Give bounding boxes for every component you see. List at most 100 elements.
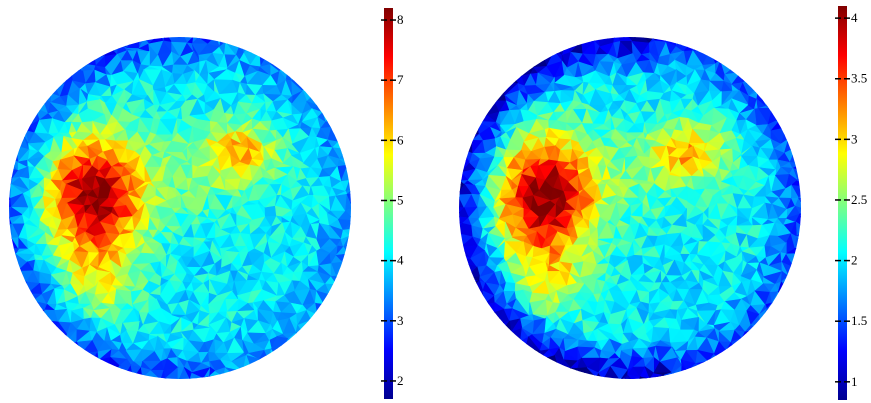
mesh-cell bbox=[787, 127, 795, 141]
mesh-cell bbox=[239, 37, 251, 43]
mesh-cell bbox=[777, 291, 793, 302]
mesh-cell bbox=[563, 368, 571, 379]
mesh-cell bbox=[25, 105, 36, 114]
mesh-right bbox=[449, 22, 819, 392]
mesh-cell bbox=[347, 242, 351, 255]
mesh-cell bbox=[323, 302, 334, 312]
mesh-cell bbox=[558, 367, 572, 379]
mesh-cell bbox=[345, 140, 351, 154]
mesh-cell bbox=[483, 311, 496, 326]
colorbar-ticks-left: 2 3 4 5 6 7 8 bbox=[381, 12, 404, 388]
mesh-cell bbox=[62, 61, 79, 71]
mesh-cell bbox=[27, 292, 34, 306]
mesh-cell bbox=[349, 171, 351, 181]
mesh-cell bbox=[625, 22, 636, 34]
mesh-cell bbox=[717, 356, 727, 371]
mesh-cell bbox=[663, 374, 673, 379]
mesh-cell bbox=[460, 133, 473, 143]
mesh-cell bbox=[41, 79, 54, 94]
mesh-cell bbox=[9, 131, 25, 143]
mesh-cell bbox=[680, 371, 701, 379]
mesh-cell bbox=[558, 38, 567, 48]
mesh-cell bbox=[21, 293, 29, 305]
mesh-cell bbox=[166, 24, 183, 34]
colorbar-tick-label: 6 bbox=[397, 132, 404, 147]
mesh-cell bbox=[10, 264, 18, 277]
mesh-cell bbox=[14, 130, 26, 137]
mesh-cell bbox=[604, 380, 621, 392]
mesh-cell bbox=[9, 145, 16, 159]
mesh-cell bbox=[757, 80, 767, 93]
mesh-cell bbox=[171, 382, 184, 391]
mesh-cell bbox=[612, 24, 616, 35]
mesh-cell bbox=[449, 213, 457, 223]
mesh-cell bbox=[9, 223, 13, 240]
mesh-cell bbox=[581, 37, 596, 42]
mesh-cell bbox=[449, 186, 458, 200]
mesh-cell bbox=[347, 157, 351, 173]
mesh-cell bbox=[725, 350, 735, 364]
mesh-cell bbox=[93, 41, 106, 57]
colorbar-left bbox=[384, 8, 393, 399]
mesh-cell bbox=[316, 310, 327, 319]
mesh-cell bbox=[757, 79, 771, 97]
mesh-cell bbox=[459, 249, 462, 269]
mesh-cell bbox=[258, 46, 270, 53]
mesh-cell bbox=[794, 235, 801, 249]
mesh-cell bbox=[479, 91, 496, 106]
mesh-cell bbox=[460, 269, 467, 286]
mesh-cell bbox=[9, 166, 14, 179]
mesh-cell bbox=[191, 377, 205, 379]
mesh-cell bbox=[795, 221, 801, 238]
mesh-cell bbox=[566, 37, 582, 45]
mesh-cell bbox=[52, 333, 68, 339]
mesh-cell bbox=[786, 124, 796, 128]
mesh-cell bbox=[459, 246, 462, 252]
mesh-cell bbox=[459, 167, 462, 182]
mesh-cell bbox=[680, 37, 695, 43]
mesh-cell bbox=[450, 223, 458, 235]
mesh-cell bbox=[781, 118, 790, 128]
mesh-cell bbox=[9, 205, 11, 219]
mesh-cell bbox=[741, 337, 752, 355]
mesh-cell bbox=[268, 355, 277, 373]
colorbar-tick-label: 2 bbox=[397, 373, 404, 388]
mesh-cell bbox=[9, 191, 12, 199]
mesh-cell bbox=[798, 209, 801, 220]
mesh-cell bbox=[563, 37, 579, 45]
mesh-cell bbox=[124, 375, 134, 379]
mesh-cell bbox=[771, 301, 787, 309]
mesh-cell bbox=[197, 37, 216, 38]
mesh-cell bbox=[347, 253, 351, 267]
mesh-cell bbox=[671, 374, 682, 379]
mesh-cell bbox=[269, 51, 280, 66]
mesh-cell bbox=[311, 317, 325, 334]
mesh-cell bbox=[596, 377, 606, 379]
mesh-cell bbox=[203, 375, 211, 379]
mesh-cell bbox=[616, 380, 621, 391]
mesh-cell bbox=[324, 113, 341, 123]
mesh-cell bbox=[208, 375, 224, 379]
mesh-cell bbox=[82, 55, 97, 67]
mesh-cell bbox=[459, 154, 462, 173]
colorbar-tick-label: 2 bbox=[851, 253, 858, 268]
mesh-cell bbox=[10, 270, 18, 287]
mesh-cell bbox=[174, 24, 186, 34]
mesh-cell bbox=[771, 103, 787, 114]
mesh-cell bbox=[243, 41, 260, 54]
mesh-cell bbox=[546, 42, 560, 52]
mesh-cell bbox=[780, 281, 798, 297]
heatmap-right-svg: 1 1.5 2 2.5 3 3.5 4 bbox=[449, 6, 867, 400]
mesh-cell bbox=[56, 337, 68, 349]
mesh-cell bbox=[469, 290, 484, 306]
mesh-cell bbox=[787, 137, 801, 148]
mesh-cell bbox=[471, 104, 488, 116]
mesh-cell bbox=[626, 22, 638, 34]
mesh-cell bbox=[149, 380, 165, 389]
mesh-cell bbox=[160, 377, 166, 379]
colorbar-tick-label: 7 bbox=[397, 72, 404, 87]
mesh-cell bbox=[799, 213, 801, 230]
mesh-cell bbox=[807, 201, 819, 210]
mesh-cell bbox=[126, 37, 140, 49]
mesh-cell bbox=[661, 30, 671, 35]
